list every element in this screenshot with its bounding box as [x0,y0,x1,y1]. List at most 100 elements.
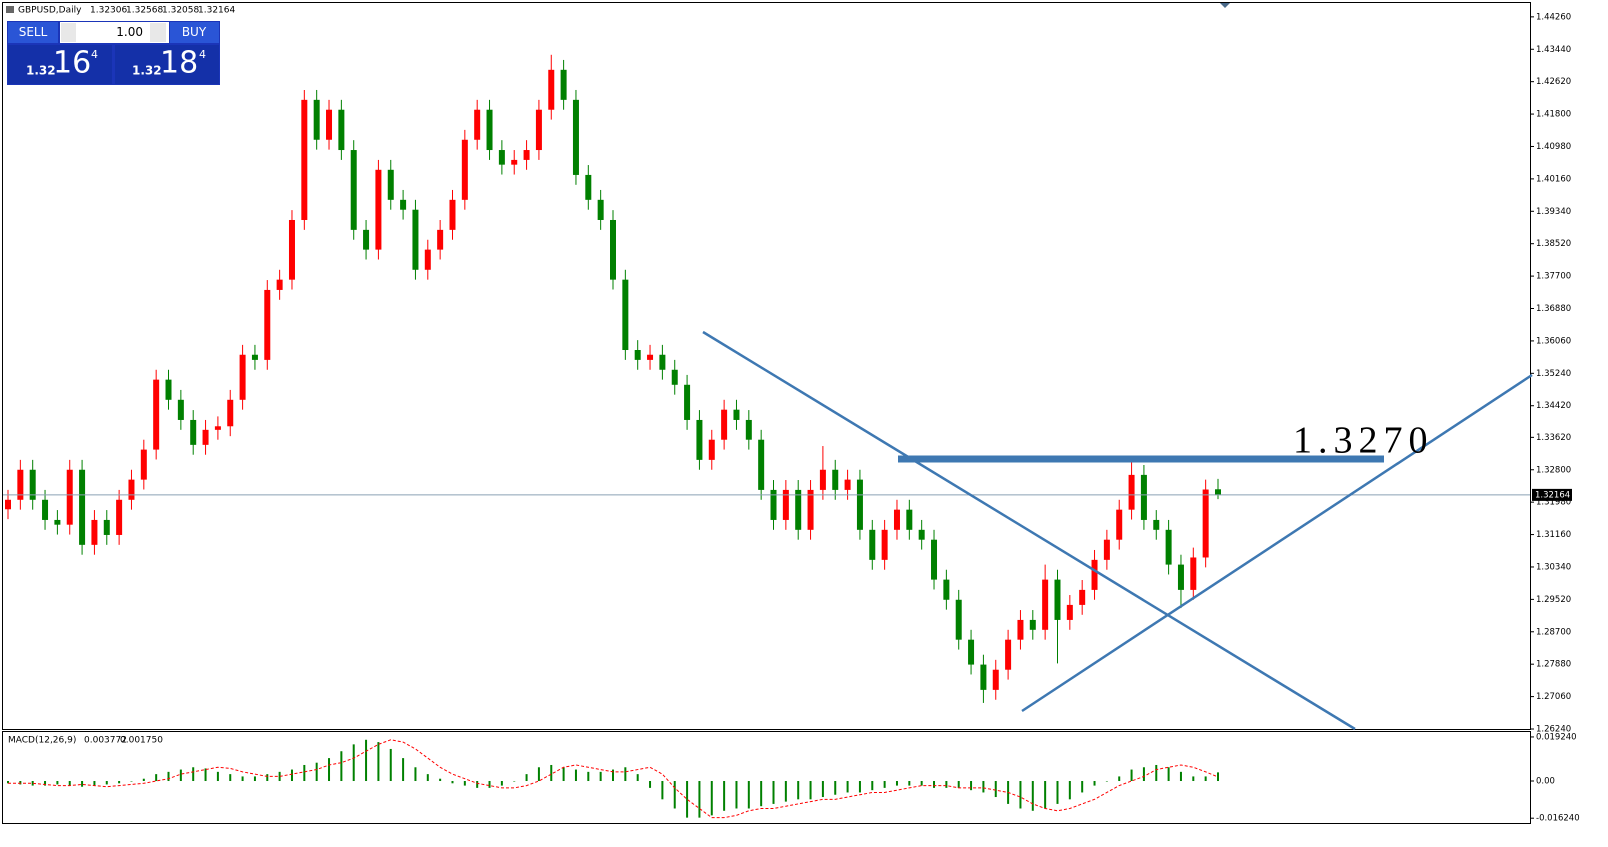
y-tick-label: 1.27060 [1536,692,1571,702]
macd-bar [1130,769,1133,782]
candle-body [832,469,839,490]
main-pane-frame [2,2,1531,730]
macd-bar [895,781,898,786]
macd-bar [1081,781,1084,793]
macd-bar [525,774,528,782]
price-box-label: 1.32164 [1535,490,1570,500]
macd-bar [883,781,886,788]
y-tick-label: 1.40160 [1536,174,1571,184]
macd-bar [747,781,750,809]
macd-bar [105,781,108,785]
candle-body [202,429,209,445]
y-tick-label: 1.40980 [1536,142,1571,152]
candle-body [350,150,357,230]
candle-body [424,249,431,270]
candle-body [511,159,518,165]
macd-bar [1142,767,1145,782]
candle-body [1005,639,1012,670]
trend-line [702,330,1356,731]
candle-body [326,109,333,140]
macd-name: MACD(12,26,9) [8,736,76,746]
candle-body [128,479,135,500]
candle-body [227,399,234,427]
lots-input[interactable] [60,22,169,43]
macd-bar [426,774,429,782]
macd-bar [229,774,232,782]
macd-bar [290,769,293,782]
y-tick-label: 1.35240 [1536,369,1571,379]
lots-down[interactable] [61,23,76,42]
candle-body [486,109,493,151]
macd-bar [834,781,837,795]
y-tick-label: 1.41800 [1536,110,1571,120]
sell-button[interactable] [8,22,58,43]
candle-body [449,199,456,230]
candle-body [239,354,246,400]
macd-bar [278,771,281,782]
candle-body [992,669,999,690]
header-close: 1.32164 [198,6,235,16]
header-low: 1.32058 [162,6,199,16]
macd-bar [537,767,540,782]
candle-body [1116,509,1123,540]
macd-bar [7,781,9,784]
symbol-icon [6,6,14,13]
candle-body [375,169,382,250]
macd-bar [365,739,368,782]
lots-up[interactable] [150,23,166,42]
macd-bar [463,781,466,786]
macd-bar [31,781,34,786]
candle-body [647,354,654,360]
macd-bar [970,781,973,791]
candle-body [560,69,567,100]
macd-bar [698,781,701,818]
candle-body [140,449,147,480]
macd-bar [809,781,812,800]
macd-bar [130,781,133,782]
macd-bar [735,781,738,809]
candle-body [1029,619,1036,630]
candle-body [807,489,814,530]
macd-bar [93,781,96,786]
y-tick-label: 1.38520 [1536,239,1571,249]
macd-bar [1167,767,1170,782]
chart-title: GBPUSD,Daily [18,6,82,16]
candle-body [585,174,592,200]
y-tick-label: 1.30340 [1536,562,1571,572]
macd-y-tick-label: 0.00 [1536,777,1555,787]
macd-bar [241,776,244,782]
buy-price-tile[interactable] [115,45,219,84]
macd-bar [1105,781,1108,782]
macd-signal-value: 0.001750 [120,736,163,746]
buy-price-big: 1.32 [132,64,162,78]
candle-body [103,519,110,535]
header-high: 1.32568 [126,6,163,16]
candle-body [548,69,555,110]
candle-body [980,664,987,690]
macd-bar [451,781,454,784]
macd-bar [315,762,318,782]
candle-body [276,279,283,290]
candle-body [906,509,913,530]
y-tick-label: 1.36060 [1536,336,1571,346]
candle-body [1042,579,1049,630]
buy-button[interactable] [170,22,219,43]
macd-bar [476,781,479,788]
sell-price-tile[interactable] [8,45,112,84]
macd-value: 0.003772 [84,736,127,746]
macd-bar [352,744,355,782]
macd-bar [858,781,861,793]
buy-price-pip: 4 [199,48,206,61]
candle-body [893,509,900,530]
candle-body [1066,604,1073,620]
macd-bar [204,768,207,782]
candle-body [1215,489,1221,495]
candle-body [770,489,777,520]
candle-body [400,199,407,210]
candle-body [881,529,888,560]
candle-body [721,409,728,440]
y-tick-label: 1.28700 [1536,627,1571,637]
y-tick-label: 1.39340 [1536,207,1571,217]
candle-body [54,519,61,525]
